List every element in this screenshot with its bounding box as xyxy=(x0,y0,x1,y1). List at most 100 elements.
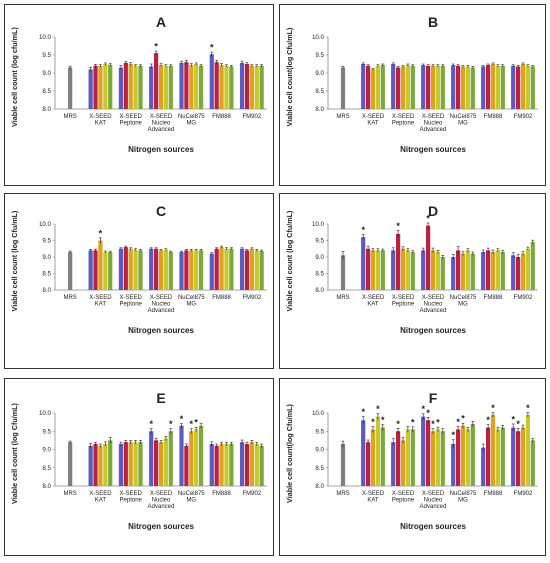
x-category-label: FM902 xyxy=(243,114,262,120)
bar xyxy=(198,250,204,290)
x-category-label: FM888 xyxy=(212,114,231,120)
significance-star: * xyxy=(210,43,214,53)
bar xyxy=(98,445,103,486)
bar xyxy=(440,431,445,486)
y-tick-label: 10.0 xyxy=(312,410,325,417)
bar xyxy=(405,429,410,486)
x-category-label: MG xyxy=(186,302,196,308)
bar xyxy=(456,250,461,290)
bar-chart-f: F 8.0 8.5 9.0 9.5 10.0 Viable cell count(log C… xyxy=(285,390,538,531)
bar xyxy=(495,429,500,486)
bar xyxy=(470,67,475,109)
bar xyxy=(380,250,385,290)
bar xyxy=(189,65,194,109)
bar xyxy=(391,442,396,486)
bar xyxy=(391,250,396,290)
bar xyxy=(516,66,521,109)
y-tick-label: 10.0 xyxy=(312,34,325,41)
bar xyxy=(490,252,496,290)
x-category-label: MRS xyxy=(63,114,76,120)
chart-panel-a: A 8.0 8.5 9.0 9.5 10.0 Viable cell count (log … xyxy=(4,4,274,186)
bar xyxy=(481,252,486,290)
bar xyxy=(470,423,475,486)
x-category-label: Nucleo xyxy=(152,121,171,127)
x-category-label: X-SEED xyxy=(362,295,385,301)
bar xyxy=(128,442,133,486)
x-axis-label: Nitrogen sources xyxy=(400,145,466,154)
significance-star: * xyxy=(376,404,380,414)
panel-title: F xyxy=(429,390,438,406)
x-category-label: NuCel875 xyxy=(450,295,477,301)
bar xyxy=(224,65,229,109)
bar xyxy=(500,252,505,290)
x-category-label: FM902 xyxy=(514,114,533,120)
bar xyxy=(149,66,154,109)
bar xyxy=(88,69,93,109)
bar xyxy=(516,431,521,486)
bar xyxy=(400,248,406,290)
x-category-label: NuCel875 xyxy=(450,114,477,120)
bar xyxy=(224,444,229,486)
significance-star: * xyxy=(180,414,184,424)
bar xyxy=(198,65,204,109)
bar xyxy=(163,438,168,486)
y-tick-label: 9.0 xyxy=(315,447,324,454)
bar xyxy=(68,442,73,486)
bar xyxy=(189,250,194,290)
bar xyxy=(516,257,521,290)
bar xyxy=(128,248,133,290)
panel-title: C xyxy=(156,203,166,219)
x-category-label: Peptone xyxy=(392,121,415,127)
significance-star: * xyxy=(451,430,455,440)
bar xyxy=(224,248,229,290)
y-tick-label: 8.0 xyxy=(42,106,51,113)
bar xyxy=(98,65,103,109)
bar xyxy=(229,248,234,290)
x-category-label: X-SEED xyxy=(120,491,143,497)
x-category-label: FM902 xyxy=(514,491,533,497)
x-category-label: MG xyxy=(186,498,196,504)
bar xyxy=(209,444,214,486)
significance-star: * xyxy=(190,419,194,429)
bar xyxy=(490,64,496,109)
y-tick-label: 9.5 xyxy=(42,238,51,245)
y-axis-label: Viable cell count(log Cfu/mL) xyxy=(285,27,294,127)
bar xyxy=(259,251,264,290)
bar-chart-d: D 8.0 8.5 9.0 9.5 10.0 Viable cell count (log … xyxy=(285,203,538,335)
y-tick-label: 10.0 xyxy=(39,221,52,228)
bar xyxy=(410,65,415,109)
bar xyxy=(254,444,259,486)
y-tick-label: 8.5 xyxy=(315,271,324,278)
x-category-label: X-SEED xyxy=(362,114,385,120)
bar xyxy=(500,427,505,486)
y-tick-label: 8.0 xyxy=(42,287,51,294)
bar xyxy=(219,65,224,109)
bar xyxy=(184,250,189,290)
x-category-label: Nucleo xyxy=(424,302,443,308)
bar xyxy=(440,257,445,290)
chart-panel-e: E 8.0 8.5 9.0 9.5 10.0 Viable cell count (log … xyxy=(4,378,274,556)
bar xyxy=(93,250,98,290)
y-tick-label: 9.0 xyxy=(315,254,324,261)
x-category-label: X-SEED xyxy=(392,491,415,497)
bar xyxy=(380,427,385,486)
x-category-label: FM902 xyxy=(243,491,262,497)
bar xyxy=(440,65,445,109)
significance-star: * xyxy=(526,403,530,413)
x-axis-label: Nitrogen sources xyxy=(128,145,194,154)
bar xyxy=(163,65,168,109)
bar xyxy=(149,248,154,290)
bar xyxy=(229,444,234,486)
bar xyxy=(133,249,138,290)
significance-star: * xyxy=(511,414,515,424)
bar xyxy=(525,65,530,109)
x-category-label: X-SEED xyxy=(89,114,112,120)
x-axis-label: Nitrogen sources xyxy=(128,522,194,531)
bar xyxy=(68,67,73,109)
significance-star: * xyxy=(516,419,520,429)
x-category-label: X-SEED xyxy=(392,114,415,120)
bar xyxy=(486,250,491,290)
bar xyxy=(209,253,214,290)
bar xyxy=(375,250,380,290)
x-category-label: X-SEED xyxy=(150,114,173,120)
